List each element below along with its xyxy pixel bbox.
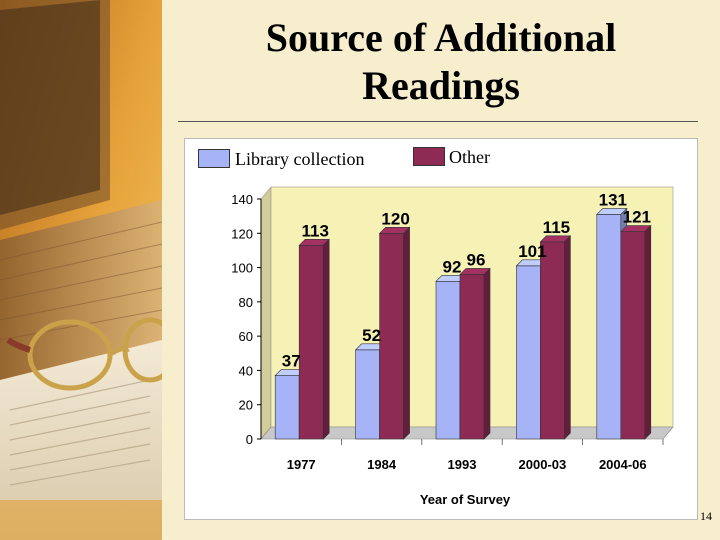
y-tick-label: 140 (231, 192, 253, 207)
title-line-2: Readings (362, 63, 520, 108)
title-line-1: Source of Additional (265, 15, 617, 60)
data-label: 96 (467, 250, 486, 269)
y-tick-label: 120 (231, 226, 253, 241)
bar (459, 267, 491, 440)
bar-front (459, 274, 485, 440)
bar-front (379, 232, 404, 440)
y-tick-label: 100 (231, 261, 253, 276)
bar-side (403, 226, 410, 440)
x-tick-label: 1977 (287, 457, 316, 472)
bar-side (483, 267, 491, 440)
data-label: 131 (599, 190, 627, 209)
page-number: 14 (700, 509, 712, 523)
data-label: 52 (362, 326, 381, 345)
data-label: 113 (301, 221, 328, 240)
data-label: 101 (518, 242, 546, 261)
data-label: 120 (381, 209, 409, 228)
x-axis-title: Year of Survey (420, 492, 511, 507)
data-label: 92 (443, 257, 462, 276)
plot-side-wall (260, 186, 272, 440)
y-tick-label: 0 (246, 432, 253, 447)
bar-chart: 0 20 40 60 80 100 120 140 1977 37 113 1984 52 120 199… (231, 186, 674, 507)
bar-front (298, 244, 324, 440)
bar (539, 235, 572, 440)
bar (298, 238, 330, 440)
bar (378, 226, 411, 440)
x-tick-label: 1993 (448, 457, 477, 472)
legend-label-other: Other (449, 147, 490, 167)
legend-label-library: Library collection (235, 149, 365, 169)
bar-front (516, 265, 541, 440)
bar-front (596, 214, 622, 440)
slide-title: Source of Additional Readings (162, 14, 720, 110)
bar-front (540, 241, 565, 440)
title-divider (178, 121, 698, 122)
y-tick-label: 80 (239, 295, 253, 310)
bar-front (274, 375, 300, 440)
bar-side (564, 235, 571, 440)
x-tick-label: 2000-03 (519, 457, 567, 472)
bar (620, 224, 652, 440)
y-tick-label: 40 (239, 363, 253, 378)
legend-swatch-other (413, 147, 445, 166)
data-label: 121 (623, 208, 651, 227)
y-tick-label: 60 (239, 329, 253, 344)
y-tick-label: 20 (239, 398, 253, 413)
background-photo (0, 0, 162, 540)
bar-side (644, 224, 652, 440)
legend-swatch-library (198, 149, 230, 168)
bar-front (355, 349, 380, 440)
bar-front (620, 231, 646, 440)
photo-illustration (0, 0, 162, 540)
chart-container: Library collection Other 0 20 40 60 80 100 120… (184, 138, 698, 520)
bar-front (435, 280, 461, 440)
bar-side (322, 238, 330, 440)
x-tick-label: 1984 (367, 457, 397, 472)
data-label: 37 (282, 352, 301, 371)
x-tick-label: 2004-06 (599, 457, 647, 472)
data-label: 115 (543, 218, 570, 237)
